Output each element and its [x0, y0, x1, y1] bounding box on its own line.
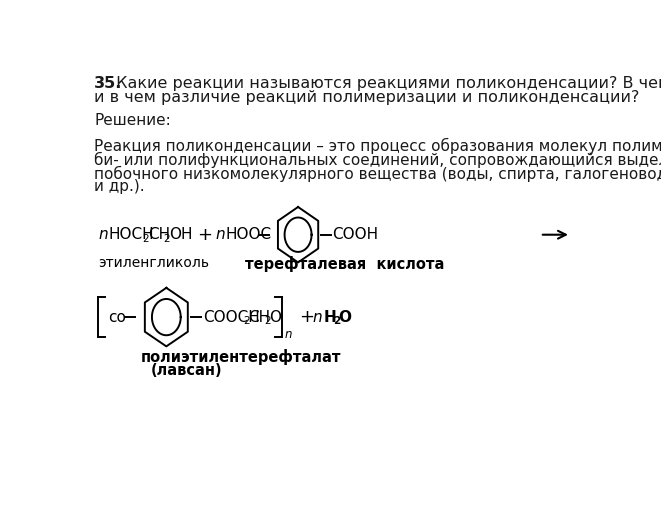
Text: Решение:: Решение: [95, 113, 171, 128]
Text: n: n [313, 310, 323, 324]
Text: 2: 2 [163, 234, 170, 244]
Text: 2: 2 [264, 316, 270, 326]
Text: n: n [98, 227, 108, 242]
Text: O: O [338, 310, 352, 324]
Text: (лавсан): (лавсан) [151, 363, 223, 379]
Text: и др.).: и др.). [95, 179, 145, 194]
Text: Какие реакции называются реакциями поликонденсации? В чем сходство: Какие реакции называются реакциями полик… [111, 76, 661, 91]
Text: этиленгликоль: этиленгликоль [98, 256, 209, 270]
Text: O: O [270, 310, 282, 324]
Text: 2: 2 [333, 316, 340, 326]
Text: n: n [216, 227, 225, 242]
Text: +: + [198, 226, 212, 244]
Text: CH: CH [249, 310, 270, 324]
Text: 35.: 35. [95, 76, 123, 91]
Text: COOH: COOH [332, 227, 378, 242]
Text: HOCH: HOCH [109, 227, 155, 242]
Text: и в чем различие реакций полимеризации и поликонденсации?: и в чем различие реакций полимеризации и… [95, 90, 640, 105]
Text: полиэтилентерефталат: полиэтилентерефталат [141, 350, 341, 365]
Text: CH: CH [147, 227, 170, 242]
Text: би- или полифункциональных соединений, сопровождающийся выделением: би- или полифункциональных соединений, с… [95, 152, 661, 167]
Text: 2: 2 [142, 234, 149, 244]
Text: H: H [324, 310, 336, 324]
Text: терефталевая  кислота: терефталевая кислота [245, 256, 445, 272]
Text: 2: 2 [243, 316, 250, 326]
Text: COOCH: COOCH [203, 310, 260, 324]
Text: co: co [108, 310, 126, 324]
Text: +: + [299, 308, 314, 326]
Text: Реакция поликонденсации – это процесс образования молекул полимера из: Реакция поликонденсации – это процесс об… [95, 138, 661, 154]
Text: n: n [284, 328, 292, 341]
Text: побочного низкомолекулярного вещества (воды, спирта, галогеноводородов: побочного низкомолекулярного вещества (в… [95, 165, 661, 182]
Text: HOOC: HOOC [225, 227, 272, 242]
Text: OH: OH [169, 227, 192, 242]
